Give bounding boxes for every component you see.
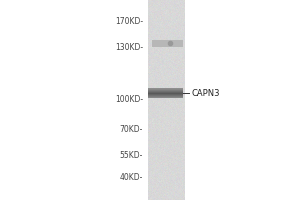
Text: 55KD-: 55KD-: [120, 152, 143, 160]
Text: 70KD-: 70KD-: [120, 126, 143, 134]
Text: 100KD-: 100KD-: [115, 96, 143, 104]
Text: 130KD-: 130KD-: [115, 44, 143, 52]
Text: 170KD-: 170KD-: [115, 18, 143, 26]
Text: CAPN3: CAPN3: [191, 88, 220, 98]
Text: 40KD-: 40KD-: [120, 173, 143, 182]
Bar: [148, 0, 185, 200]
